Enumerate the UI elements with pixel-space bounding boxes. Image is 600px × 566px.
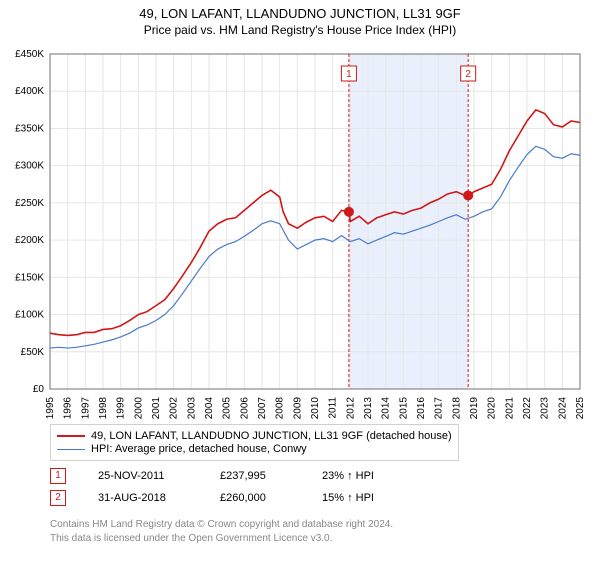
svg-text:1996: 1996 <box>63 397 74 420</box>
svg-text:2022: 2022 <box>522 397 533 420</box>
legend-label: HPI: Average price, detached house, Conw… <box>91 443 307 455</box>
sale-delta: 23% ↑ HPI <box>322 470 374 482</box>
svg-text:£100K: £100K <box>15 310 44 321</box>
svg-text:2012: 2012 <box>345 397 356 420</box>
svg-text:1999: 1999 <box>116 397 127 420</box>
svg-text:£50K: £50K <box>21 347 45 358</box>
svg-text:£300K: £300K <box>15 161 44 172</box>
svg-text:2016: 2016 <box>416 397 427 420</box>
svg-text:2025: 2025 <box>575 397 586 420</box>
sale-date: 31-AUG-2018 <box>98 492 188 504</box>
svg-text:2002: 2002 <box>169 397 180 420</box>
svg-text:2011: 2011 <box>328 397 339 419</box>
svg-text:£400K: £400K <box>15 86 44 97</box>
svg-text:2004: 2004 <box>204 397 215 420</box>
sale-price: £260,000 <box>220 492 290 504</box>
sale-delta: 15% ↑ HPI <box>322 492 374 504</box>
svg-text:2006: 2006 <box>239 397 250 420</box>
svg-text:2: 2 <box>465 69 471 80</box>
svg-text:2015: 2015 <box>398 397 409 420</box>
svg-text:2018: 2018 <box>451 397 462 420</box>
attribution: Contains HM Land Registry data © Crown c… <box>50 518 393 545</box>
svg-text:£0: £0 <box>33 384 45 395</box>
svg-text:2000: 2000 <box>133 397 144 420</box>
svg-text:2001: 2001 <box>151 397 162 420</box>
svg-text:£150K: £150K <box>15 272 44 283</box>
legend-label: 49, LON LAFANT, LLANDUDNO JUNCTION, LL31… <box>91 430 452 442</box>
svg-text:2013: 2013 <box>363 397 374 420</box>
svg-text:2003: 2003 <box>186 397 197 420</box>
svg-text:2023: 2023 <box>540 397 551 420</box>
svg-text:2024: 2024 <box>557 397 568 420</box>
svg-text:2010: 2010 <box>310 397 321 420</box>
sale-price: £237,995 <box>220 470 290 482</box>
svg-text:2007: 2007 <box>257 397 268 420</box>
sale-row: 1 25-NOV-2011 £237,995 23% ↑ HPI <box>50 468 374 484</box>
svg-text:2005: 2005 <box>222 397 233 420</box>
svg-text:2009: 2009 <box>292 397 303 420</box>
svg-text:2020: 2020 <box>487 397 498 420</box>
svg-text:2019: 2019 <box>469 397 480 420</box>
sale-marker-icon: 1 <box>50 468 66 484</box>
svg-text:1998: 1998 <box>98 397 109 420</box>
legend-item: 49, LON LAFANT, LLANDUDNO JUNCTION, LL31… <box>57 430 452 442</box>
svg-text:2008: 2008 <box>275 397 286 420</box>
legend-swatch <box>57 449 85 450</box>
sale-marker-icon: 2 <box>50 490 66 506</box>
svg-text:2021: 2021 <box>504 397 515 420</box>
svg-text:1: 1 <box>346 69 352 80</box>
svg-text:1995: 1995 <box>45 397 56 420</box>
price-chart: £0 £50K £100K £150K £200K £250K £300K £350K £400… <box>0 6 600 439</box>
svg-text:£450K: £450K <box>15 49 44 60</box>
legend-item: HPI: Average price, detached house, Conw… <box>57 443 452 455</box>
legend: 49, LON LAFANT, LLANDUDNO JUNCTION, LL31… <box>50 424 459 461</box>
sale-date: 25-NOV-2011 <box>98 470 188 482</box>
svg-text:£350K: £350K <box>15 123 44 134</box>
attribution-line: Contains HM Land Registry data © Crown c… <box>50 518 393 532</box>
attribution-line: This data is licensed under the Open Gov… <box>50 532 393 546</box>
legend-swatch <box>57 435 85 437</box>
svg-text:£200K: £200K <box>15 235 44 246</box>
sale-row: 2 31-AUG-2018 £260,000 15% ↑ HPI <box>50 490 374 506</box>
svg-text:1997: 1997 <box>80 397 91 420</box>
svg-text:2014: 2014 <box>381 397 392 420</box>
svg-text:£250K: £250K <box>15 198 44 209</box>
svg-text:2017: 2017 <box>434 397 445 420</box>
